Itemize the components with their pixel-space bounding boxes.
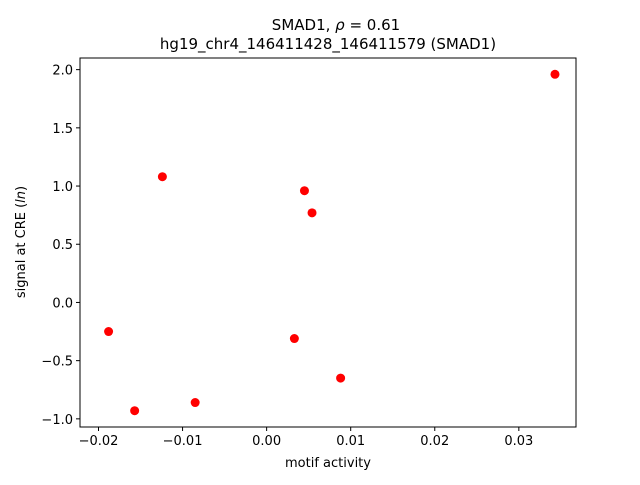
x-tick-label: 0.02: [420, 434, 449, 449]
chart-title-rho: ρ: [335, 16, 345, 34]
x-tick-label: 0.01: [336, 434, 365, 449]
data-point: [190, 398, 200, 408]
data-point: [299, 186, 309, 196]
x-tick-label: 0.00: [252, 434, 281, 449]
data-point: [550, 69, 560, 79]
y-tick-label: 0.0: [52, 296, 73, 311]
chart-title-prefix: SMAD1,: [272, 16, 335, 34]
x-axis-label: motif activity: [285, 456, 371, 471]
y-tick-label: −0.5: [41, 355, 73, 370]
data-point: [289, 334, 299, 344]
data-point: [307, 208, 317, 218]
data-point: [157, 172, 167, 182]
chart-title-suffix: = 0.61: [345, 16, 401, 34]
chart-title: SMAD1, ρ = 0.61: [272, 16, 400, 34]
data-point: [130, 406, 140, 416]
plot-area-frame: [79, 57, 577, 428]
y-axis-label-suffix: ): [14, 186, 29, 191]
x-tick-label: −0.02: [79, 434, 119, 449]
axis-ticks: −0.02 −0.01 0.00 0.01 0.02 0.03 −1.0 −0.5 0.0 0.5…: [41, 64, 533, 449]
y-tick-label: 0.5: [52, 238, 73, 253]
y-axis-label-italic: ln: [14, 191, 29, 203]
x-tick-label: −0.01: [163, 434, 203, 449]
x-tick-label: 0.03: [504, 434, 533, 449]
data-point: [336, 373, 346, 383]
y-tick-label: 2.0: [52, 64, 73, 79]
chart-subtitle: hg19_chr4_146411428_146411579 (SMAD1): [160, 35, 496, 54]
data-point: [104, 327, 114, 337]
y-tick-label: 1.5: [52, 122, 73, 137]
y-tick-label: 1.0: [52, 180, 73, 195]
data-points: [104, 69, 560, 416]
y-axis-label-prefix: signal at CRE (: [14, 203, 29, 298]
y-tick-label: −1.0: [41, 413, 73, 428]
y-axis-label: signal at CRE (ln): [14, 186, 29, 298]
